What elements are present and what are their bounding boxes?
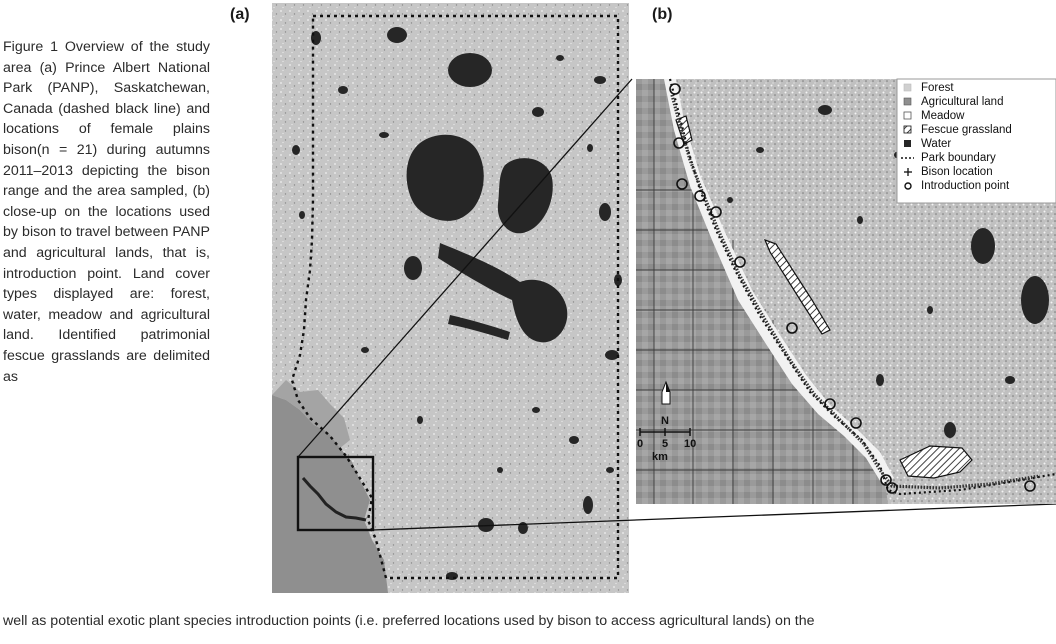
legend-introduction-circle xyxy=(904,182,912,190)
legend-forest-swatch xyxy=(903,83,912,92)
legend-meadow-swatch xyxy=(903,111,912,120)
panel-b-water-bodies xyxy=(727,105,1049,438)
legend-label-forest: Forest xyxy=(921,82,954,94)
panel-b-fescue-grassland-north xyxy=(763,238,831,335)
panel-b-fescue-grassland-small xyxy=(675,115,693,145)
panel-a-bison-track xyxy=(301,477,367,522)
figure-caption-side: Figure 1 Overview of the study area (a) … xyxy=(3,39,210,385)
scale-tick-5: 5 xyxy=(662,438,668,450)
panel-a-park-boundary xyxy=(290,14,620,580)
panel-b-label: (b) xyxy=(652,6,673,23)
panel-a-label: (a) xyxy=(230,6,250,23)
connector-line-bottom xyxy=(372,503,1056,531)
panel-a-inset-box xyxy=(296,455,375,532)
legend-label-meadow: Meadow xyxy=(921,110,965,122)
panel-a-map xyxy=(272,3,629,593)
panel-b-meadow-strip xyxy=(664,79,894,484)
panel-b-map: N 0 5 10 km xyxy=(636,78,1056,504)
panel-a-agricultural-area xyxy=(272,395,388,593)
legend-label-introduction: Introduction point xyxy=(921,180,1010,192)
connector-line-top xyxy=(297,78,633,458)
legend-fescue-swatch xyxy=(903,125,912,134)
panel-b-introduction-points xyxy=(669,83,1036,494)
legend-label-fescue: Fescue grassland xyxy=(921,124,1012,136)
figure-caption-bottom: well as potential exotic plant species i… xyxy=(3,613,815,629)
legend-water-swatch xyxy=(904,140,911,147)
legend-label-agricultural: Agricultural land xyxy=(921,96,1003,108)
legend-box xyxy=(896,78,1056,204)
north-arrow: N xyxy=(661,380,671,427)
panel-b-fescue-grassland-south xyxy=(899,445,973,479)
scale-tick-0: 0 xyxy=(637,438,643,450)
scale-bar: 0 5 10 km xyxy=(637,428,696,463)
map-legend: Forest Agricultural land Meadow Fescue g… xyxy=(896,78,1056,204)
panel-b-bison-locations xyxy=(670,94,1041,490)
scale-tick-10: 10 xyxy=(684,438,696,450)
legend-label-water: Water xyxy=(921,138,951,150)
panel-a-agricultural-area-2 xyxy=(272,380,350,448)
legend-label-boundary: Park boundary xyxy=(921,152,996,164)
legend-label-bison: Bison location xyxy=(921,166,993,178)
north-arrow-label: N xyxy=(661,415,669,427)
legend-agricultural-swatch xyxy=(903,97,912,106)
scale-unit: km xyxy=(652,451,668,463)
legend-bison-plus xyxy=(904,168,912,176)
